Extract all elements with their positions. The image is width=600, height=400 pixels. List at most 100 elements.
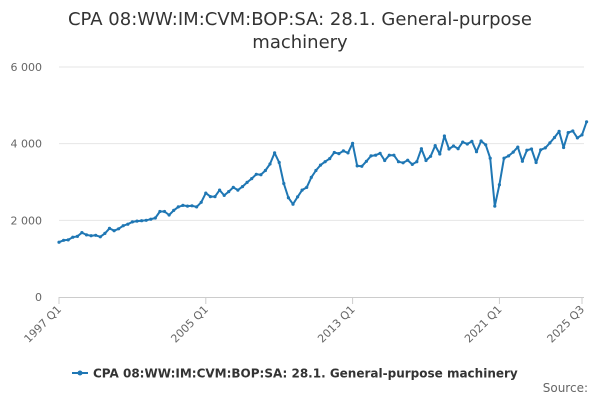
data-point[interactable] bbox=[153, 216, 157, 220]
data-point[interactable] bbox=[369, 154, 373, 158]
data-point[interactable] bbox=[250, 177, 254, 181]
data-point[interactable] bbox=[328, 157, 332, 161]
data-point[interactable] bbox=[149, 217, 153, 221]
data-point[interactable] bbox=[144, 218, 148, 222]
data-point[interactable] bbox=[585, 120, 589, 124]
data-point[interactable] bbox=[539, 148, 543, 152]
data-point[interactable] bbox=[543, 146, 547, 150]
data-point[interactable] bbox=[89, 234, 93, 238]
data-point[interactable] bbox=[575, 136, 580, 140]
data-point[interactable] bbox=[484, 143, 488, 147]
data-point[interactable] bbox=[410, 162, 414, 166]
data-point[interactable] bbox=[474, 150, 479, 154]
data-point[interactable] bbox=[552, 135, 557, 140]
data-point[interactable] bbox=[392, 153, 396, 157]
data-point[interactable] bbox=[162, 209, 167, 214]
data-point[interactable] bbox=[351, 141, 355, 145]
data-point[interactable] bbox=[479, 139, 483, 143]
data-point[interactable] bbox=[318, 163, 323, 167]
data-point[interactable] bbox=[493, 204, 497, 208]
data-point[interactable] bbox=[296, 195, 300, 199]
data-point[interactable] bbox=[470, 139, 474, 143]
data-point[interactable] bbox=[218, 188, 222, 192]
data-point[interactable] bbox=[263, 168, 267, 173]
data-point[interactable] bbox=[130, 220, 134, 224]
data-point[interactable] bbox=[158, 209, 162, 214]
data-point[interactable] bbox=[571, 129, 575, 133]
data-point[interactable] bbox=[374, 153, 378, 157]
data-point[interactable] bbox=[433, 144, 437, 148]
data-point[interactable] bbox=[456, 147, 460, 151]
data-point[interactable] bbox=[75, 234, 79, 238]
data-point[interactable] bbox=[341, 149, 345, 153]
data-point[interactable] bbox=[424, 158, 428, 163]
data-point[interactable] bbox=[447, 147, 451, 151]
legend-item-label[interactable]: CPA 08:WW:IM:CVM:BOP:SA: 28.1. General-p… bbox=[93, 367, 518, 381]
data-point[interactable] bbox=[488, 156, 492, 160]
data-point[interactable] bbox=[548, 141, 552, 145]
data-point[interactable] bbox=[401, 161, 405, 165]
data-point[interactable] bbox=[62, 238, 66, 242]
data-point[interactable] bbox=[57, 240, 61, 244]
data-point[interactable] bbox=[112, 229, 116, 233]
data-point[interactable] bbox=[236, 188, 240, 192]
data-point[interactable] bbox=[429, 154, 433, 158]
data-point[interactable] bbox=[208, 195, 212, 199]
data-point[interactable] bbox=[525, 148, 529, 152]
data-point[interactable] bbox=[135, 219, 139, 223]
data-point[interactable] bbox=[337, 152, 341, 156]
data-point[interactable] bbox=[254, 172, 258, 176]
data-point[interactable] bbox=[580, 133, 584, 137]
data-point[interactable] bbox=[167, 213, 171, 217]
data-point[interactable] bbox=[176, 205, 180, 209]
data-point[interactable] bbox=[461, 140, 465, 144]
data-point[interactable] bbox=[502, 156, 506, 160]
data-point[interactable] bbox=[438, 152, 442, 156]
data-point[interactable] bbox=[103, 231, 107, 235]
data-point[interactable] bbox=[305, 185, 309, 189]
data-point[interactable] bbox=[562, 145, 566, 150]
data-point[interactable] bbox=[332, 150, 336, 155]
data-point[interactable] bbox=[245, 180, 249, 184]
data-point[interactable] bbox=[355, 164, 359, 168]
data-point[interactable] bbox=[140, 219, 144, 223]
data-point[interactable] bbox=[314, 168, 318, 173]
data-point[interactable] bbox=[259, 173, 263, 177]
data-point[interactable] bbox=[282, 181, 286, 186]
data-point[interactable] bbox=[222, 193, 226, 197]
data-point[interactable] bbox=[415, 160, 419, 164]
data-point[interactable] bbox=[387, 153, 391, 157]
data-point[interactable] bbox=[71, 235, 75, 239]
data-point[interactable] bbox=[516, 145, 520, 149]
data-point[interactable] bbox=[121, 224, 125, 228]
data-point[interactable] bbox=[309, 175, 313, 179]
data-point[interactable] bbox=[84, 233, 89, 237]
data-point[interactable] bbox=[360, 164, 364, 168]
data-point[interactable] bbox=[534, 160, 538, 165]
data-point[interactable] bbox=[213, 195, 217, 199]
data-point[interactable] bbox=[185, 204, 190, 208]
data-point[interactable] bbox=[227, 190, 231, 194]
data-point[interactable] bbox=[396, 160, 401, 164]
data-point[interactable] bbox=[66, 238, 70, 242]
data-point[interactable] bbox=[511, 150, 515, 154]
data-point[interactable] bbox=[286, 196, 290, 200]
data-point[interactable] bbox=[277, 160, 281, 165]
data-point[interactable] bbox=[231, 185, 235, 189]
data-point[interactable] bbox=[566, 131, 570, 135]
data-point[interactable] bbox=[378, 151, 382, 155]
data-point[interactable] bbox=[107, 226, 112, 230]
data-point[interactable] bbox=[80, 231, 84, 235]
data-point[interactable] bbox=[406, 158, 410, 162]
data-point[interactable] bbox=[520, 159, 525, 163]
data-point[interactable] bbox=[442, 134, 446, 138]
data-point[interactable] bbox=[557, 129, 561, 133]
data-point[interactable] bbox=[98, 235, 102, 239]
data-point[interactable] bbox=[195, 205, 199, 209]
data-point[interactable] bbox=[117, 227, 121, 231]
data-point[interactable] bbox=[451, 144, 456, 148]
data-point[interactable] bbox=[181, 203, 185, 207]
data-point[interactable] bbox=[94, 233, 98, 237]
data-point[interactable] bbox=[199, 200, 203, 204]
data-point[interactable] bbox=[172, 208, 176, 212]
